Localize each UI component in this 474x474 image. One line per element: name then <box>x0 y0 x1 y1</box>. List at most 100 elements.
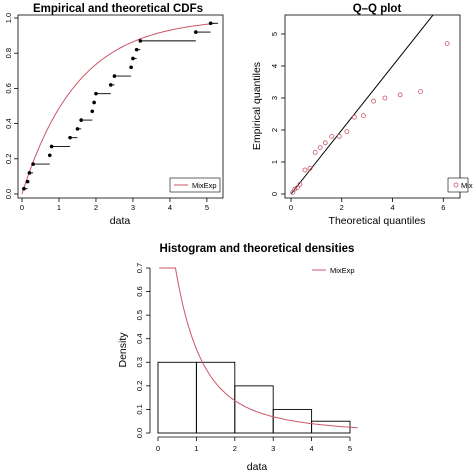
qq-point <box>312 149 318 155</box>
cdf-step-point <box>208 21 213 26</box>
histogram-bar <box>157 361 197 434</box>
qq-point <box>329 133 335 139</box>
qq-point <box>360 113 366 118</box>
qq-axes: 0 2 4 6 0 1 2 3 4 5 <box>270 32 445 212</box>
cdf-step-point <box>49 144 54 149</box>
qq-point <box>444 41 450 46</box>
cdf-y-tick-label: 0.0 <box>4 189 13 199</box>
histogram-y-tick-label: 0.6 <box>135 286 144 296</box>
histogram-y-tick-label: 0.3 <box>135 357 144 367</box>
histogram-x-tick-label: 1 <box>194 444 198 453</box>
cdf-step-point <box>194 30 198 34</box>
cdf-panel: Empirical and theoretical CDFs data 0 1 2 3… <box>4 3 224 227</box>
qq-reference-line <box>290 15 434 195</box>
cdf-x-tick-label: 5 <box>205 203 209 212</box>
histogram-density-curve <box>159 267 358 429</box>
cdf-y-tick-label: 0.6 <box>4 83 13 93</box>
cdf-x-axis-label: data <box>110 215 131 227</box>
cdf-step-point <box>47 153 52 158</box>
qq-y-tick-label: 0 <box>270 192 279 196</box>
qq-x-tick-label: 4 <box>390 203 394 212</box>
cdf-y-tick-label: 0.2 <box>4 154 13 164</box>
cdf-step-point <box>131 56 135 61</box>
cdf-x-tick-label: 3 <box>131 203 135 212</box>
histogram-y-tick-label: 0.5 <box>135 310 144 320</box>
qq-panel: Q–Q plot Theoretical quantiles Empirical… <box>251 3 473 227</box>
cdf-step-point <box>31 162 35 166</box>
cdf-x-tick-label: 1 <box>57 203 61 212</box>
qq-point <box>371 98 376 104</box>
cdf-title: Empirical and theoretical CDFs <box>33 3 203 15</box>
histogram-bar <box>195 361 236 434</box>
qq-legend: Mix <box>447 177 473 193</box>
qq-point <box>336 133 342 139</box>
histogram-legend: MixExp <box>312 266 355 275</box>
cdf-step-point <box>112 74 117 78</box>
qq-point <box>297 181 303 187</box>
qq-y-tick-label: 4 <box>270 64 279 68</box>
histogram-x-tick-label: 2 <box>233 444 237 453</box>
cdf-step-point <box>75 127 80 131</box>
qq-point <box>322 140 328 146</box>
qq-x-tick-label: 0 <box>289 203 293 212</box>
qq-x-tick-label: 6 <box>441 203 445 212</box>
qq-point <box>302 167 308 173</box>
cdf-step-point <box>129 65 133 70</box>
cdf-legend: MixExp <box>169 177 221 193</box>
qq-point <box>294 185 300 191</box>
histogram-y-tick-label: 0.1 <box>135 404 144 414</box>
cdf-step-point <box>108 83 113 87</box>
cdf-x-tick-label: 4 <box>168 203 172 212</box>
qq-title: Q–Q plot <box>353 3 402 15</box>
cdf-step-point <box>22 186 26 191</box>
cdf-step-point <box>25 179 30 184</box>
cdf-step-point <box>68 135 72 140</box>
qq-point <box>397 92 403 98</box>
cdf-y-tick-label: 1.0 <box>4 13 13 23</box>
qq-y-tick-label: 3 <box>270 96 279 100</box>
histogram-title: Histogram and theoretical densities <box>160 243 355 255</box>
cdf-legend-label: MixExp <box>192 181 217 190</box>
histogram-x-tick-label: 0 <box>156 444 160 453</box>
histogram-x-tick-label: 4 <box>310 444 314 453</box>
histogram-bars <box>157 361 351 434</box>
histogram-x-axis-label: data <box>247 461 268 473</box>
qq-x-tick-label: 2 <box>340 203 344 212</box>
cdf-step-point <box>27 171 32 175</box>
histogram-legend-label: MixExp <box>330 266 355 275</box>
qq-point <box>344 129 350 135</box>
qq-plot-frame <box>284 14 461 199</box>
qq-y-axis-label: Empirical quantiles <box>251 62 263 150</box>
cdf-x-tick-label: 0 <box>20 203 24 212</box>
cdf-step-point <box>94 91 98 96</box>
histogram-y-tick-label: 0.0 <box>135 428 144 438</box>
cdf-step-point <box>134 47 139 52</box>
histogram-x-tick-label: 3 <box>271 444 275 453</box>
histogram-axes: 0 1 2 3 4 5 0.0 0.1 0.2 0.3 0.4 0.5 0.6 0.7 <box>135 263 352 453</box>
qq-x-axis-label: Theoretical quantiles <box>329 215 426 227</box>
cdf-step-point <box>79 118 83 122</box>
cdf-step-point <box>90 109 95 114</box>
qq-y-tick-label: 2 <box>270 128 279 132</box>
qq-point <box>418 89 423 94</box>
cdf-x-tick-label: 2 <box>94 203 98 212</box>
cdf-step-point <box>92 100 96 105</box>
cdf-plot-frame <box>17 14 224 199</box>
qq-point <box>352 114 357 120</box>
cdf-y-tick-label: 0.8 <box>4 48 13 58</box>
histogram-y-tick-label: 0.7 <box>135 263 144 273</box>
cdf-y-tick-label: 0.4 <box>4 118 13 128</box>
histogram-x-tick-label: 5 <box>348 444 352 453</box>
qq-point <box>317 145 323 151</box>
qq-legend-label: Mix <box>461 181 473 190</box>
cdf-legend-box <box>169 177 221 193</box>
cdf-empirical-steps <box>22 21 218 191</box>
qq-points <box>290 41 450 195</box>
qq-y-tick-label: 1 <box>270 160 279 164</box>
qq-point <box>382 95 388 101</box>
histogram-panel: Histogram and theoretical densities data… <box>117 243 358 473</box>
qq-legend-swatch <box>453 182 459 188</box>
histogram-y-tick-label: 0.4 <box>135 333 144 343</box>
histogram-y-axis-label: Density <box>117 332 129 368</box>
